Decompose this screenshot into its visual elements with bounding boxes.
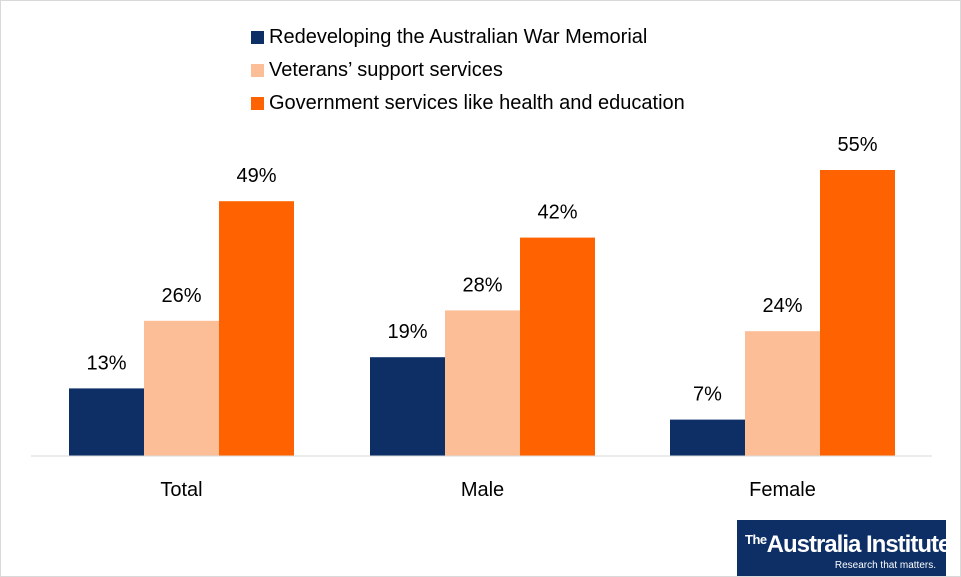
bar-total-series-2	[144, 320, 219, 456]
category-label-female: Female	[749, 479, 816, 501]
legend-item-government-services: Government services like health and educ…	[251, 87, 685, 120]
logo-wordmark: TheAustralia Institute	[745, 526, 951, 559]
legend-label-veterans-services: Veterans’ support services	[269, 59, 503, 81]
logo-tagline: Research that matters.	[834, 560, 936, 571]
bar-male-series-2	[445, 310, 520, 456]
legend-label-war-memorial: Redeveloping the Australian War Memorial	[269, 26, 648, 48]
bar-female-series-2	[745, 331, 820, 456]
data-label-male-series-1: 19%	[387, 321, 427, 343]
legend-label-government-services: Government services like health and educ…	[269, 92, 685, 114]
data-label-total-series-2: 26%	[161, 285, 201, 307]
legend: Redeveloping the Australian War Memorial…	[251, 21, 685, 120]
legend-swatch-veterans-services	[251, 64, 264, 77]
bar-female-series-3	[820, 170, 895, 456]
bar-female-series-1	[670, 419, 745, 456]
data-label-male-series-3: 42%	[537, 202, 577, 224]
bars-layer	[69, 170, 895, 456]
legend-item-war-memorial: Redeveloping the Australian War Memorial	[251, 21, 685, 54]
bar-total-series-3	[219, 201, 294, 456]
legend-swatch-government-services	[251, 97, 264, 110]
bar-male-series-3	[520, 237, 595, 456]
data-label-total-series-1: 13%	[86, 352, 126, 374]
data-label-total-series-3: 49%	[236, 165, 276, 187]
category-label-total: Total	[160, 479, 202, 501]
legend-item-veterans-services: Veterans’ support services	[251, 54, 685, 87]
category-labels-layer: Total Male Female	[160, 479, 815, 501]
value-labels-layer: 13% 26% 49% 19% 28% 42% 7% 24% 55%	[86, 134, 877, 406]
legend-swatch-war-memorial	[251, 31, 264, 44]
logo-name: Australia Institute	[766, 531, 952, 558]
bar-male-series-1	[370, 357, 445, 456]
logo-the: The	[745, 532, 767, 547]
data-label-male-series-2: 28%	[462, 274, 502, 296]
bar-total-series-1	[69, 388, 144, 456]
australia-institute-logo: TheAustralia Institute Research that mat…	[737, 520, 951, 576]
data-label-female-series-1: 7%	[693, 384, 722, 406]
category-label-male: Male	[461, 479, 504, 501]
data-label-female-series-2: 24%	[762, 295, 802, 317]
data-label-female-series-3: 55%	[837, 134, 877, 156]
